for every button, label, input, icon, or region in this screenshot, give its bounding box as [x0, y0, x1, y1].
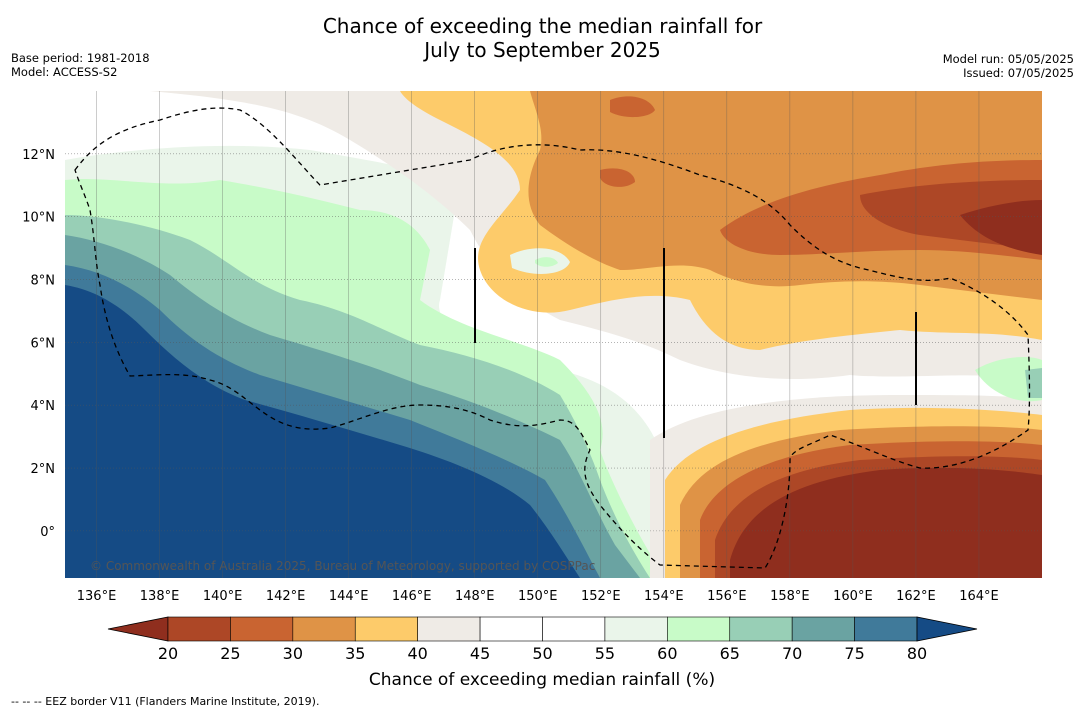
colorbar-segment [354, 616, 418, 642]
eez-border [74, 107, 1031, 569]
lon-tick-label: 152°E [581, 589, 621, 604]
lon-tick-label: 164°E [959, 589, 999, 604]
longitude-marker-lines [474, 248, 917, 438]
colorbar-tick-label: 50 [532, 644, 552, 663]
colorbar-tick-label: 30 [283, 644, 303, 663]
region-below-20-north [960, 200, 1042, 255]
rainfall-probability-field [65, 91, 1042, 578]
colorbar-segment [854, 616, 918, 642]
lat-tick-label: 4°N [31, 399, 56, 414]
region-65-70-east [1025, 368, 1042, 398]
lat-tick-label: 8°N [31, 274, 56, 289]
meta-left: Base period: 1981-2018 Model: ACCESS-S2 [11, 51, 150, 79]
region-above-80 [65, 285, 580, 578]
issued-date: Issued: 07/05/2025 [963, 66, 1074, 80]
colorbar-tick-label: 80 [907, 644, 927, 663]
colorbar-tick-label: 75 [844, 644, 864, 663]
colorbar-segment [292, 616, 356, 642]
colorbar-tick-label: 40 [407, 644, 427, 663]
lon-tick-label: 140°E [203, 589, 243, 604]
lon-tick-label: 150°E [518, 589, 558, 604]
colorbar-tick-label: 45 [470, 644, 490, 663]
lon-tick-label: 158°E [770, 589, 810, 604]
title-line-2: July to September 2025 [424, 38, 661, 62]
colorbar-segment [167, 616, 231, 642]
model-name: Model: ACCESS-S2 [11, 65, 118, 79]
lon-tick-label: 144°E [329, 589, 369, 604]
lon-tick-label: 148°E [455, 589, 495, 604]
colorbar-tick-label: 60 [657, 644, 677, 663]
model-run: Model run: 05/05/2025 [942, 52, 1074, 66]
lon-tick-label: 162°E [896, 589, 936, 604]
colorbar-segment [604, 616, 668, 642]
colorbar-tick-label: 25 [220, 644, 240, 663]
base-period: Base period: 1981-2018 [11, 51, 150, 65]
colorbar-tick-labels: 20 25 30 35 40 45 50 55 60 65 70 75 80 [158, 644, 927, 663]
lon-tick-label: 154°E [644, 589, 684, 604]
colorbar-extend-high [916, 616, 978, 642]
lat-tick-label: 2°N [31, 462, 56, 477]
copyright-notice: © Commonwealth of Australia 2025, Bureau… [90, 559, 595, 573]
colorbar-segment [667, 616, 731, 642]
colorbar-extend-low [107, 616, 169, 642]
meta-right: Model run: 05/05/2025 Issued: 07/05/2025 [943, 52, 1074, 80]
colorbar-tick-label: 35 [345, 644, 365, 663]
latitude-labels: 0° 2°N 4°N 6°N 8°N 10°N 12°N [22, 148, 55, 540]
colorbar-segment [230, 616, 294, 642]
longitude-labels: 136°E 138°E 140°E 142°E 144°E 146°E 148°E 150°E… [77, 589, 999, 604]
lon-tick-label: 146°E [392, 589, 432, 604]
lat-tick-label: 12°N [22, 148, 55, 163]
colorbar-tick-label: 65 [720, 644, 740, 663]
lon-tick-label: 138°E [140, 589, 180, 604]
colorbar-segment [417, 616, 481, 642]
colorbar [107, 616, 978, 642]
region-60-65-east [975, 357, 1042, 402]
colorbar-segment [542, 616, 606, 642]
small-rust-patch-2 [600, 168, 635, 187]
region-below-20-south [730, 467, 1042, 578]
colorbar-tick-label: 70 [782, 644, 802, 663]
lat-tick-label: 0° [40, 525, 55, 540]
colorbar-tick-label: 55 [595, 644, 615, 663]
lon-tick-label: 142°E [266, 589, 306, 604]
title-line-1: Chance of exceeding the median rainfall … [322, 14, 763, 38]
lat-tick-label: 6°N [31, 336, 56, 351]
lon-tick-label: 136°E [77, 589, 117, 604]
region-60-65-mid [535, 257, 558, 267]
lat-tick-label: 10°N [22, 211, 55, 226]
eez-footnote: -- -- -- EEZ border V11 (Flanders Marine… [11, 695, 320, 708]
map-title: Chance of exceeding the median rainfall … [0, 14, 1085, 62]
lon-tick-label: 156°E [707, 589, 747, 604]
colorbar-segment [729, 616, 793, 642]
colorbar-title: Chance of exceeding median rainfall (%) [369, 670, 715, 690]
small-rust-patch [610, 96, 655, 118]
lon-tick-label: 160°E [833, 589, 873, 604]
colorbar-segment [791, 616, 855, 642]
colorbar-tick-label: 20 [158, 644, 178, 663]
colorbar-segment [479, 616, 543, 642]
